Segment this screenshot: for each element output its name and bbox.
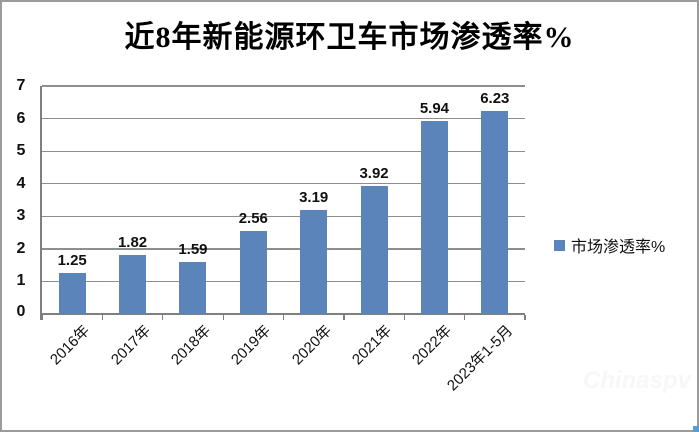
corner-handle	[693, 426, 699, 432]
x-axis-tick	[343, 315, 345, 320]
y-axis-line	[40, 86, 42, 320]
gridline	[42, 280, 525, 283]
gridline	[42, 150, 525, 152]
x-axis-tick	[41, 315, 43, 320]
bar-value-label: 1.25	[57, 252, 87, 270]
gridline	[42, 248, 525, 250]
bar-2017年[interactable]	[119, 254, 147, 314]
y-axis-tick-label: 5	[16, 142, 26, 160]
bar-2019年[interactable]	[239, 230, 267, 314]
bar-value-label: 2.56	[238, 209, 268, 227]
bar-value-label: 5.94	[419, 99, 450, 117]
x-axis-tick	[403, 315, 405, 320]
x-axis-tick	[101, 315, 104, 320]
legend-label: 市场渗透率%	[571, 239, 666, 256]
y-axis-tick-label: 2	[16, 239, 26, 257]
gridline	[42, 117, 525, 120]
x-axis-tick	[282, 315, 285, 320]
bar-2022年[interactable]	[420, 120, 448, 314]
legend[interactable]: 市场渗透率%	[554, 233, 665, 257]
chart-title: 近8年新能源环卫车市场渗透率%	[124, 21, 575, 54]
bar-value-label: 3.19	[299, 189, 329, 207]
bar-value-label: 6.23	[480, 90, 510, 108]
bar-2021年[interactable]	[360, 186, 388, 314]
legend-swatch-icon	[554, 239, 565, 251]
x-axis-tick	[524, 315, 526, 320]
bar-2016年[interactable]	[58, 273, 86, 314]
x-axis-line	[40, 313, 525, 315]
bar-value-label: 1.82	[117, 233, 148, 251]
bar-2018年[interactable]	[179, 262, 207, 314]
bar-value-label: 1.59	[178, 241, 208, 259]
y-axis-tick-label: 3	[16, 207, 26, 225]
y-axis-tick-label: 7	[16, 77, 26, 94]
gridline	[42, 215, 525, 217]
y-axis-tick-label: 4	[16, 174, 26, 192]
x-axis-tick	[162, 315, 164, 320]
bar-value-label: 3.92	[359, 165, 389, 183]
y-axis-tick-label: 6	[16, 109, 26, 127]
y-axis-tick-label: 1	[16, 272, 26, 290]
gridline	[42, 183, 525, 185]
bar-2023年1-5月[interactable]	[481, 111, 509, 314]
y-axis-tick-label: 0	[16, 303, 26, 320]
x-axis-tick	[222, 315, 224, 320]
gridline	[42, 85, 525, 87]
x-axis-tick	[464, 315, 466, 320]
bar-2020年[interactable]	[300, 210, 328, 314]
watermark: Chinaspv	[582, 367, 692, 394]
